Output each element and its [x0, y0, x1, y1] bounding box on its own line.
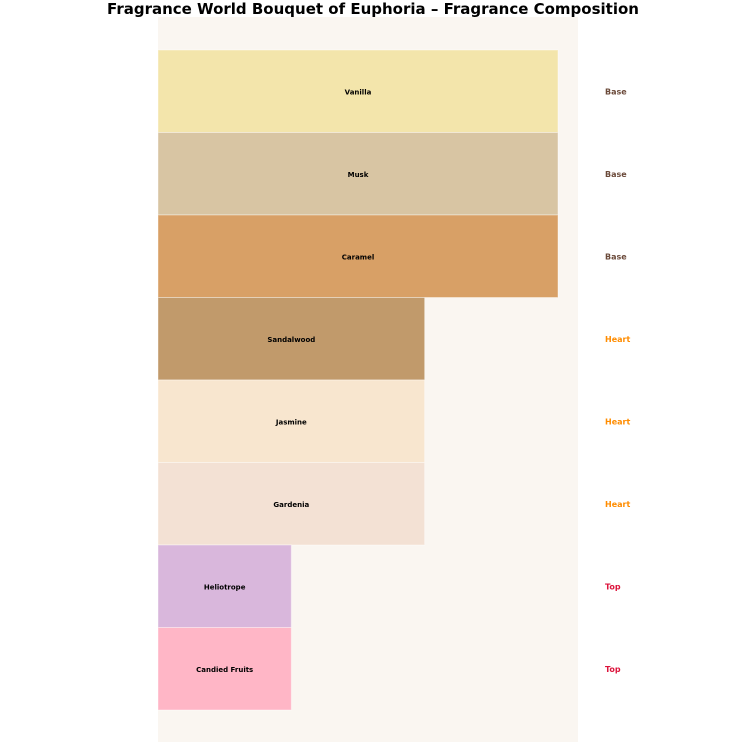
note-label: Heart	[605, 335, 630, 344]
note-label: Heart	[605, 500, 630, 509]
bar-label: Sandalwood	[267, 336, 315, 344]
bar-label: Musk	[348, 171, 369, 179]
bar-label: Gardenia	[273, 501, 309, 509]
note-label: Top	[605, 665, 621, 674]
note-label: Heart	[605, 417, 630, 426]
bar	[157, 544, 292, 628]
bar	[157, 132, 559, 216]
bar-label: Vanilla	[345, 88, 372, 96]
note-label: Base	[605, 252, 627, 261]
bar-label: Candied Fruits	[196, 666, 253, 674]
bar-label: Jasmine	[275, 418, 307, 426]
bar-label: Caramel	[342, 253, 374, 261]
note-label: Top	[605, 582, 621, 591]
bar	[157, 49, 559, 133]
bar	[157, 627, 292, 711]
note-label: Base	[605, 170, 627, 179]
note-label: Base	[605, 87, 627, 96]
bar-label: Heliotrope	[204, 583, 246, 591]
chart-title: Fragrance World Bouquet of Euphoria – Fr…	[107, 0, 639, 18]
